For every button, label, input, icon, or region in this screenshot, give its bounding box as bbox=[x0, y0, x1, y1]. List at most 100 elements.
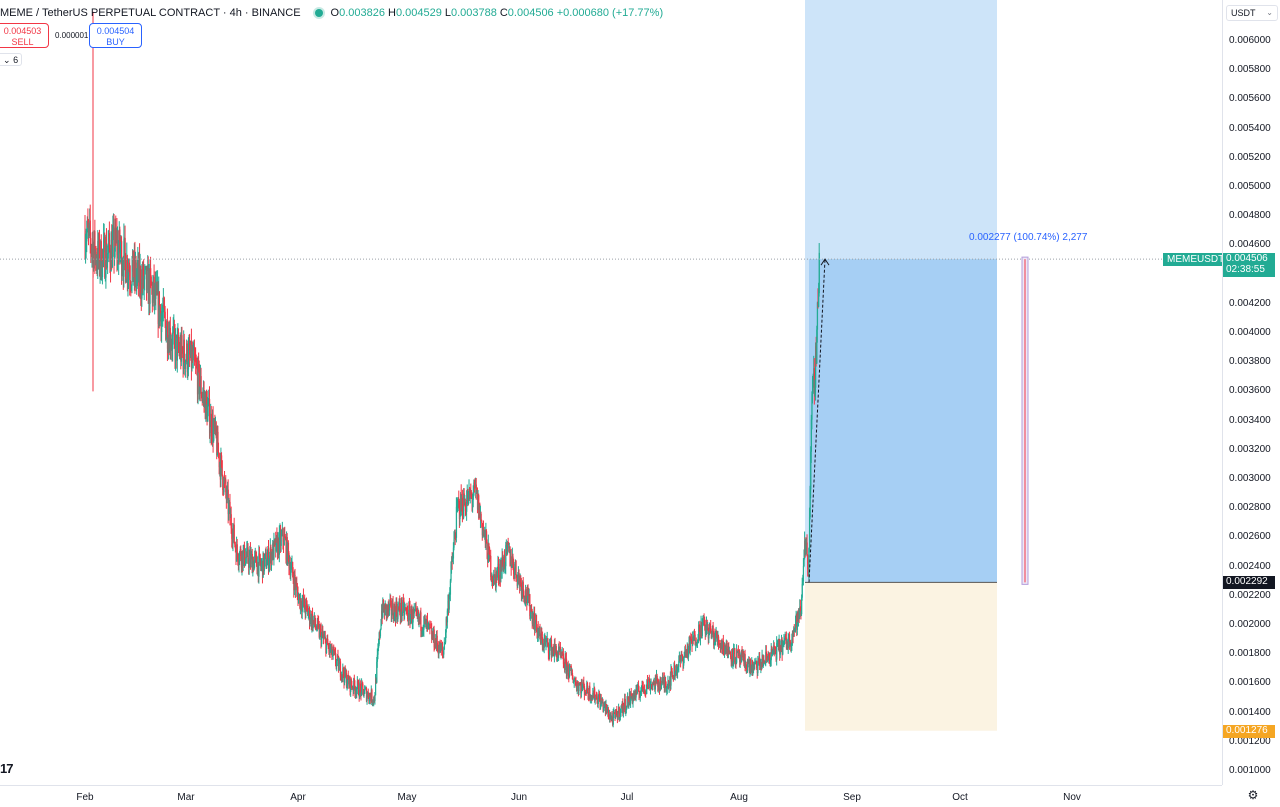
candle-body bbox=[386, 605, 388, 616]
candle-body bbox=[679, 656, 681, 660]
candle-body bbox=[315, 627, 317, 630]
price-tick-label: 0.003200 bbox=[1229, 443, 1271, 455]
candle-body bbox=[349, 677, 351, 692]
currency-selector[interactable]: USDT ⌄ bbox=[1226, 5, 1278, 21]
price-tick-label: 0.003600 bbox=[1229, 385, 1271, 397]
candle-body bbox=[630, 693, 632, 704]
candle-body bbox=[510, 556, 512, 568]
candle-body bbox=[368, 693, 371, 701]
long-position-tool[interactable] bbox=[805, 0, 997, 731]
candle-body bbox=[204, 395, 206, 401]
candle-body bbox=[561, 653, 563, 656]
candle-body bbox=[657, 678, 659, 688]
candle-body bbox=[637, 684, 640, 692]
candle-body bbox=[324, 636, 326, 639]
candle-body bbox=[714, 635, 716, 642]
candle-body bbox=[338, 663, 340, 671]
candle-body bbox=[701, 622, 703, 636]
candle-body bbox=[455, 506, 458, 538]
buy-button[interactable]: 0.004504 BUY bbox=[89, 23, 142, 48]
candle-body bbox=[657, 682, 660, 688]
candle-body bbox=[345, 673, 348, 688]
candle-body bbox=[236, 544, 238, 554]
candle-body bbox=[602, 701, 604, 710]
candle-body bbox=[235, 548, 237, 562]
candle-body bbox=[146, 268, 148, 290]
candle-body bbox=[618, 707, 620, 719]
candle-body bbox=[445, 618, 447, 633]
candle-body bbox=[218, 452, 220, 454]
price-axis[interactable]: 0.006000 0.005800 0.005600 0.005400 0.005200… bbox=[1222, 0, 1280, 785]
candle-body bbox=[303, 598, 305, 605]
candle-body bbox=[187, 369, 189, 373]
settings-icon[interactable]: ⚙ bbox=[1247, 788, 1259, 802]
candle-body bbox=[329, 644, 331, 652]
candle-body bbox=[210, 413, 212, 427]
candle-body bbox=[356, 689, 358, 694]
candle-body bbox=[362, 689, 365, 697]
candle-body bbox=[246, 547, 249, 549]
candle-body bbox=[670, 668, 672, 686]
candle-body bbox=[403, 601, 405, 615]
candle-body bbox=[645, 688, 647, 693]
candle-body bbox=[275, 539, 277, 552]
candle-body bbox=[443, 642, 446, 650]
candle-body bbox=[667, 681, 669, 686]
indicators-toggle[interactable]: ⌄ 6 bbox=[0, 53, 23, 66]
candle-body bbox=[615, 709, 617, 718]
candle-body bbox=[806, 542, 808, 556]
candle-body bbox=[216, 436, 218, 456]
entry-price-tag: 0.002292 bbox=[1223, 576, 1275, 590]
month-label: Jun bbox=[510, 792, 528, 803]
candle-body bbox=[588, 694, 590, 699]
candle-body bbox=[636, 685, 638, 694]
candle-body bbox=[573, 682, 575, 684]
candle-body bbox=[483, 531, 485, 533]
candle-body bbox=[436, 635, 438, 646]
chart-pane[interactable]: MEME / TetherUS PERPETUAL CONTRACT · 4h … bbox=[0, 0, 1222, 785]
candle-body bbox=[761, 654, 763, 666]
candle-body bbox=[511, 556, 514, 567]
high-key: H bbox=[387, 7, 396, 19]
candle-body bbox=[633, 692, 635, 698]
candle-body bbox=[715, 631, 717, 637]
change-value: +0.000680 (+17.77%) bbox=[556, 7, 664, 19]
candle-body bbox=[200, 376, 202, 396]
candle-body bbox=[507, 542, 509, 549]
candle-body bbox=[296, 583, 298, 587]
chart-overlays bbox=[0, 256, 1222, 585]
candle-body bbox=[192, 350, 194, 361]
candle-body bbox=[720, 645, 722, 648]
symbol-title[interactable]: MEME / TetherUS PERPETUAL CONTRACT · 4h … bbox=[0, 7, 301, 19]
candle-body bbox=[691, 643, 693, 646]
candle-body bbox=[412, 610, 414, 623]
candle-body bbox=[514, 567, 516, 576]
candle-body bbox=[541, 637, 544, 647]
candle-body bbox=[437, 645, 439, 648]
candle-body bbox=[216, 431, 219, 456]
candle-body bbox=[782, 643, 785, 645]
candle-body bbox=[765, 651, 768, 655]
candle-body bbox=[302, 596, 305, 605]
candle-body bbox=[722, 640, 724, 648]
candle-body bbox=[271, 552, 273, 566]
candle-body bbox=[287, 542, 289, 564]
candle-body bbox=[443, 649, 445, 655]
candle-body bbox=[681, 653, 683, 655]
candle-body bbox=[546, 640, 548, 642]
symbol-legend[interactable]: MEME / TetherUS PERPETUAL CONTRACT · 4h … bbox=[0, 6, 666, 20]
candle-body bbox=[684, 650, 687, 653]
price-chart[interactable] bbox=[0, 0, 1222, 785]
candle-body bbox=[585, 692, 587, 694]
candle-body bbox=[343, 675, 345, 683]
candle-body bbox=[665, 681, 667, 686]
candle-body bbox=[459, 516, 461, 519]
candle-body bbox=[305, 601, 307, 615]
time-axis[interactable]: Feb Mar Apr May Jun Jul Aug Sep Oct Nov bbox=[0, 785, 1222, 807]
candle-body bbox=[374, 695, 376, 702]
candle-body bbox=[370, 689, 372, 702]
candle-body bbox=[426, 620, 428, 629]
sell-button[interactable]: 0.004503 SELL bbox=[0, 23, 49, 48]
candle-body bbox=[104, 236, 106, 278]
tradingview-logo-icon[interactable]: 17 bbox=[0, 761, 14, 776]
